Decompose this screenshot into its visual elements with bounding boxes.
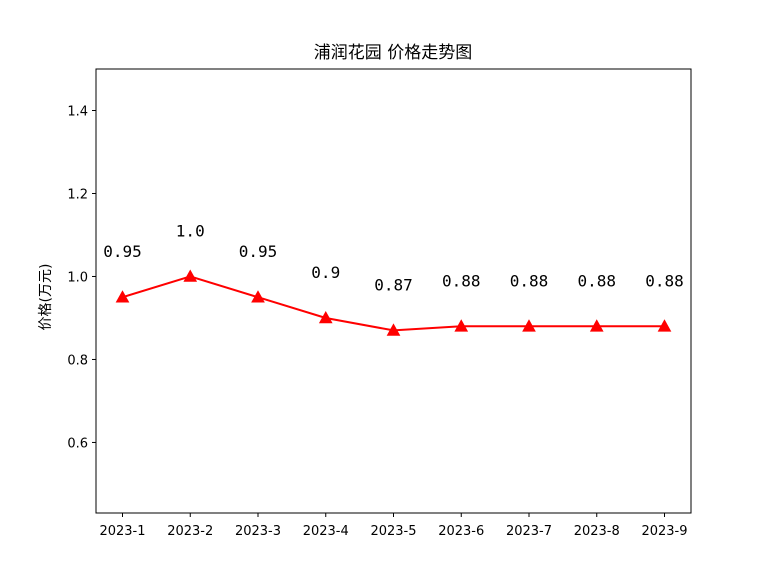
data-point-marker — [251, 290, 265, 303]
data-point-marker — [318, 310, 333, 324]
data-label: 0.87 — [374, 275, 413, 294]
price-series — [115, 269, 672, 336]
data-label: 0.88 — [442, 271, 481, 290]
y-tick-label: 0.8 — [67, 353, 88, 368]
x-tick-label: 2023-8 — [574, 524, 620, 539]
data-point-marker — [454, 319, 469, 332]
x-tick-label: 2023-1 — [99, 524, 145, 539]
y-tick-label: 1.4 — [67, 104, 88, 119]
data-label: 0.88 — [645, 271, 684, 290]
y-tick-label: 1.0 — [67, 270, 88, 285]
x-tick-label: 2023-4 — [303, 524, 349, 539]
data-point-marker — [657, 319, 672, 332]
data-label: 0.9 — [311, 263, 340, 282]
x-tick-label: 2023-2 — [167, 524, 213, 539]
data-point-marker — [522, 319, 536, 332]
data-label: 0.95 — [103, 242, 142, 261]
y-axis: 0.6 0.8 1.0 1.2 1.4 — [67, 104, 96, 451]
data-point-marker — [115, 290, 130, 303]
y-tick-label: 1.2 — [67, 187, 88, 202]
data-label: 0.88 — [510, 271, 549, 290]
data-label: 1.0 — [176, 221, 205, 240]
data-label: 0.88 — [577, 271, 616, 290]
data-point-marker — [183, 269, 198, 282]
x-axis: 2023-1 2023-2 2023-3 2023-4 2023-5 2023-6 2023… — [99, 513, 688, 539]
data-point-marker — [589, 319, 604, 332]
x-tick-label: 2023-3 — [235, 524, 281, 539]
data-label: 0.95 — [239, 242, 278, 261]
x-tick-label: 2023-5 — [370, 524, 416, 539]
y-tick-label: 0.6 — [67, 436, 88, 451]
data-point-marker — [386, 323, 401, 336]
x-tick-label: 2023-7 — [506, 524, 552, 539]
x-tick-label: 2023-6 — [438, 524, 484, 539]
y-axis-label: 价格(万元) — [38, 264, 54, 331]
data-labels: 0.95 1.0 0.95 0.9 0.87 0.88 0.88 0.88 0.88 — [103, 221, 684, 294]
chart-title: 浦润花园 价格走势图 — [314, 43, 472, 63]
x-tick-label: 2023-9 — [641, 524, 687, 539]
